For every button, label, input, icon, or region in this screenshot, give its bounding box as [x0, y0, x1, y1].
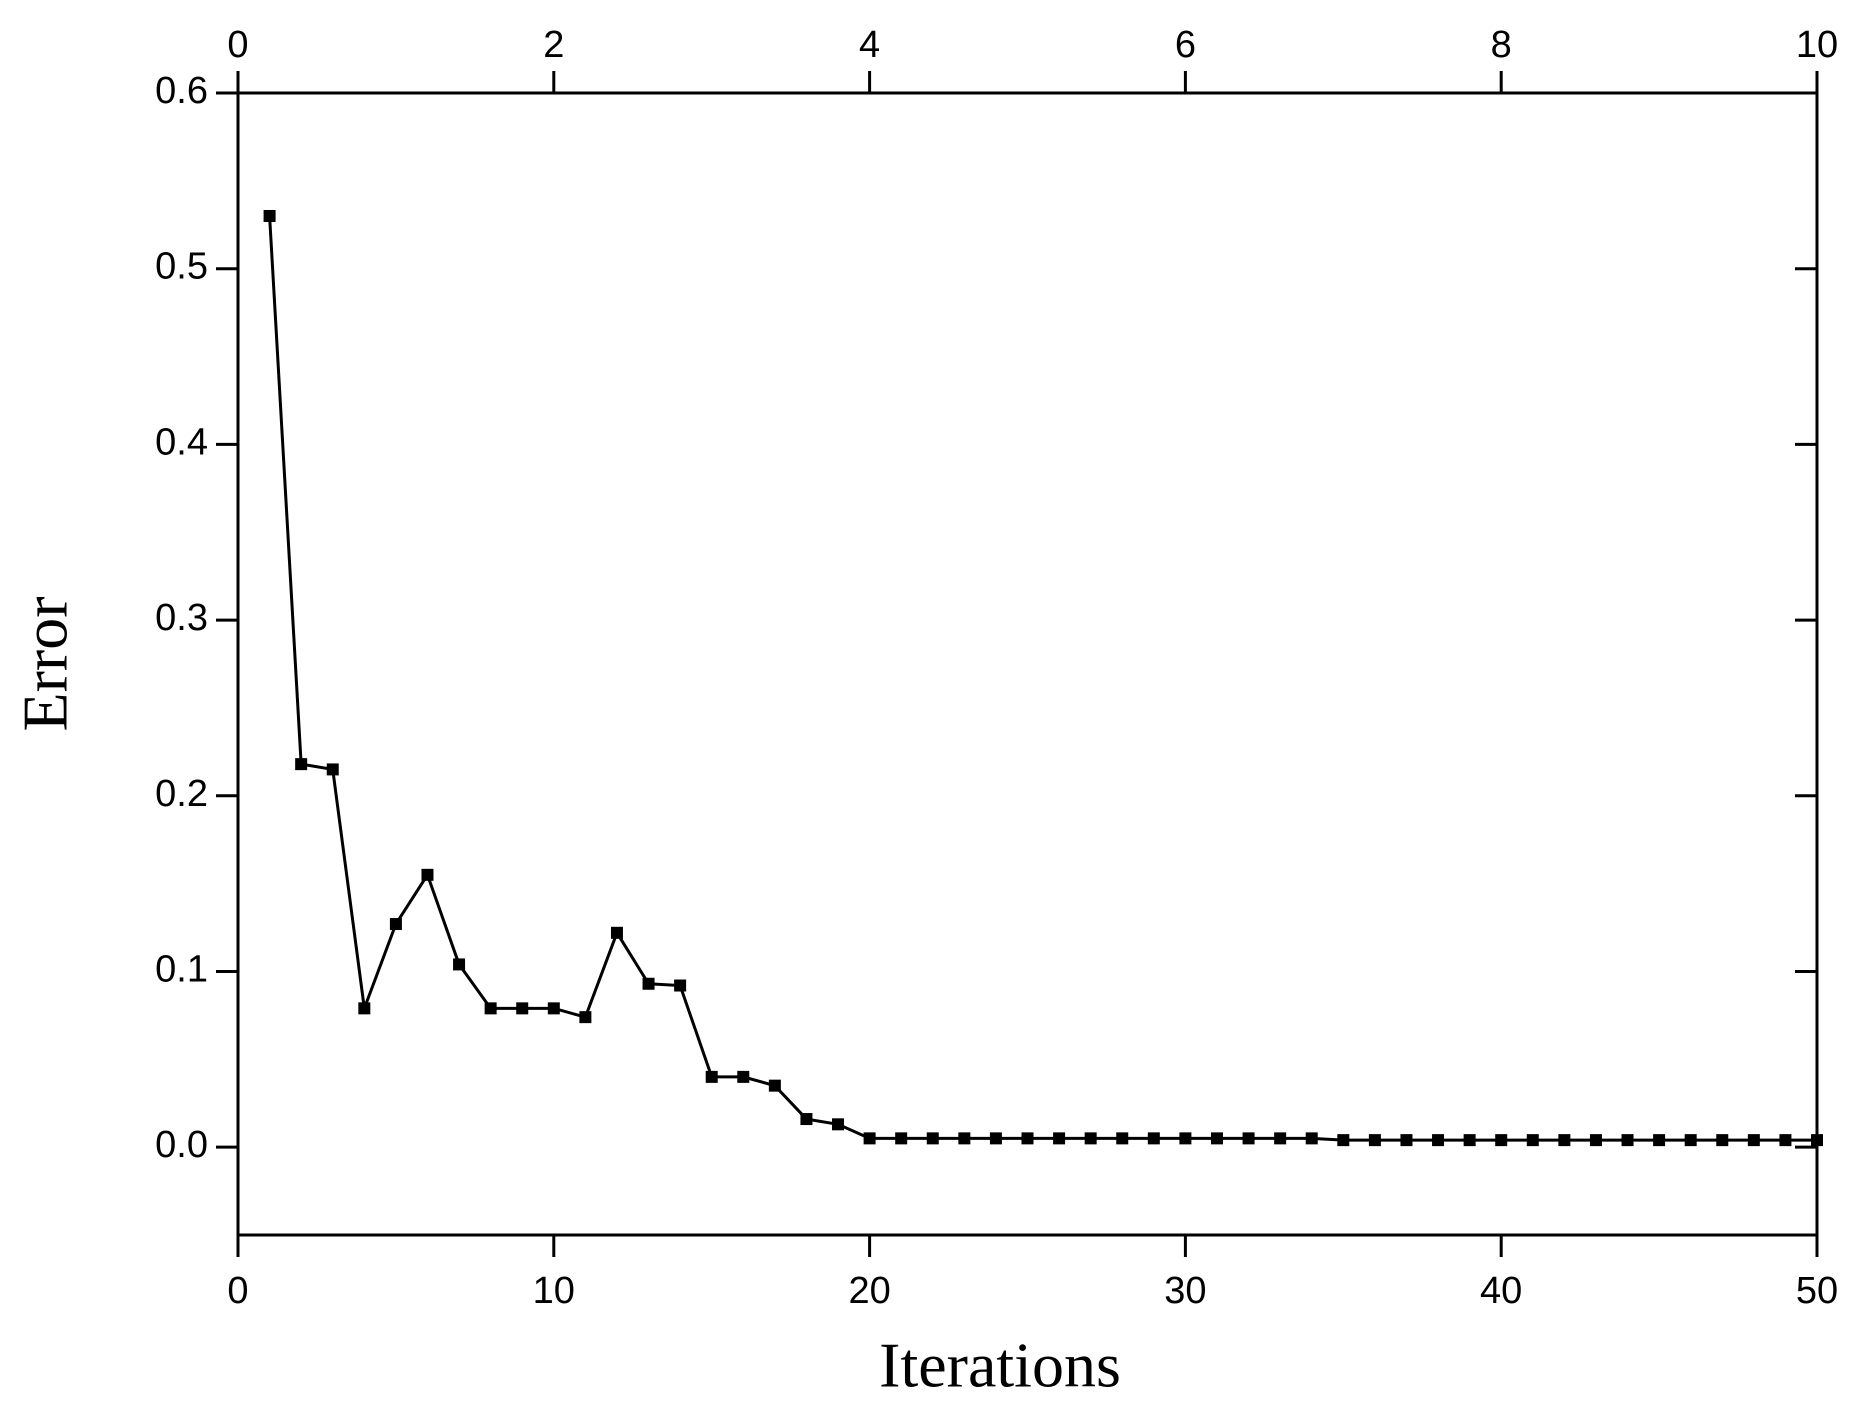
marker [547, 1002, 560, 1015]
marker [705, 1070, 718, 1083]
x2-tick-label: 6 [1175, 24, 1196, 66]
marker [358, 1002, 371, 1015]
marker [1526, 1134, 1539, 1147]
line [268, 215, 1817, 1142]
marker [926, 1132, 939, 1145]
marker [1558, 1134, 1571, 1147]
x-tick-label: 30 [1164, 1270, 1206, 1312]
marker [421, 868, 434, 881]
y-tick-label: 0.3 [155, 597, 208, 639]
x-axis-label: Iterations [879, 1330, 1121, 1401]
x2-tick-label: 0 [227, 24, 248, 66]
marker [674, 979, 687, 992]
marker [1653, 1134, 1666, 1147]
y-tick-label: 0.6 [155, 70, 208, 112]
marker [1368, 1134, 1381, 1147]
x-tick-label: 10 [533, 1270, 575, 1312]
marker [768, 1079, 781, 1092]
marker [389, 918, 402, 931]
marker [516, 1002, 529, 1015]
marker [1084, 1132, 1097, 1145]
x2-tick-label: 8 [1491, 24, 1512, 66]
marker [295, 758, 308, 771]
marker [263, 209, 276, 222]
marker [1274, 1132, 1287, 1145]
marker [579, 1011, 592, 1024]
x-tick-label: 20 [848, 1270, 890, 1312]
marker [610, 926, 623, 939]
marker [863, 1132, 876, 1145]
marker [989, 1132, 1002, 1145]
marker [1337, 1134, 1350, 1147]
x2-tick-label: 2 [543, 24, 564, 66]
marker [1305, 1132, 1318, 1145]
marker [1242, 1132, 1255, 1145]
marker [1811, 1134, 1823, 1147]
y-tick-label: 0.5 [155, 246, 208, 288]
plot-frame [236, 91, 1819, 1237]
marker [1400, 1134, 1413, 1147]
marker [1621, 1134, 1634, 1147]
x2-tick-label: 10 [1796, 24, 1838, 66]
marker [1779, 1134, 1792, 1147]
marker [642, 977, 655, 990]
marker [1684, 1134, 1697, 1147]
marker [1432, 1134, 1445, 1147]
marker [737, 1070, 750, 1083]
y-tick-label: 0.2 [155, 773, 208, 815]
marker [1053, 1132, 1066, 1145]
marker [1716, 1134, 1729, 1147]
marker [1116, 1132, 1129, 1145]
y-tick-label: 0.1 [155, 948, 208, 990]
marker [1589, 1134, 1602, 1147]
marker [832, 1118, 845, 1131]
marker [453, 958, 466, 971]
marker [1179, 1132, 1192, 1145]
marker [326, 763, 339, 776]
marker [958, 1132, 971, 1145]
marker [1021, 1132, 1034, 1145]
marker [484, 1002, 497, 1015]
marker [1463, 1134, 1476, 1147]
x-tick-label: 0 [227, 1270, 248, 1312]
x-tick-label: 50 [1796, 1270, 1838, 1312]
x2-tick-label: 4 [859, 24, 880, 66]
marker [895, 1132, 908, 1145]
marker [800, 1113, 813, 1126]
x-tick-label: 40 [1480, 1270, 1522, 1312]
y-tick-label: 0.0 [155, 1124, 208, 1166]
marker [1210, 1132, 1223, 1145]
marker [1495, 1134, 1508, 1147]
marker [1147, 1132, 1160, 1145]
marker [1747, 1134, 1760, 1147]
y-axis-label: Error [10, 596, 81, 731]
y-tick-label: 0.4 [155, 421, 208, 463]
